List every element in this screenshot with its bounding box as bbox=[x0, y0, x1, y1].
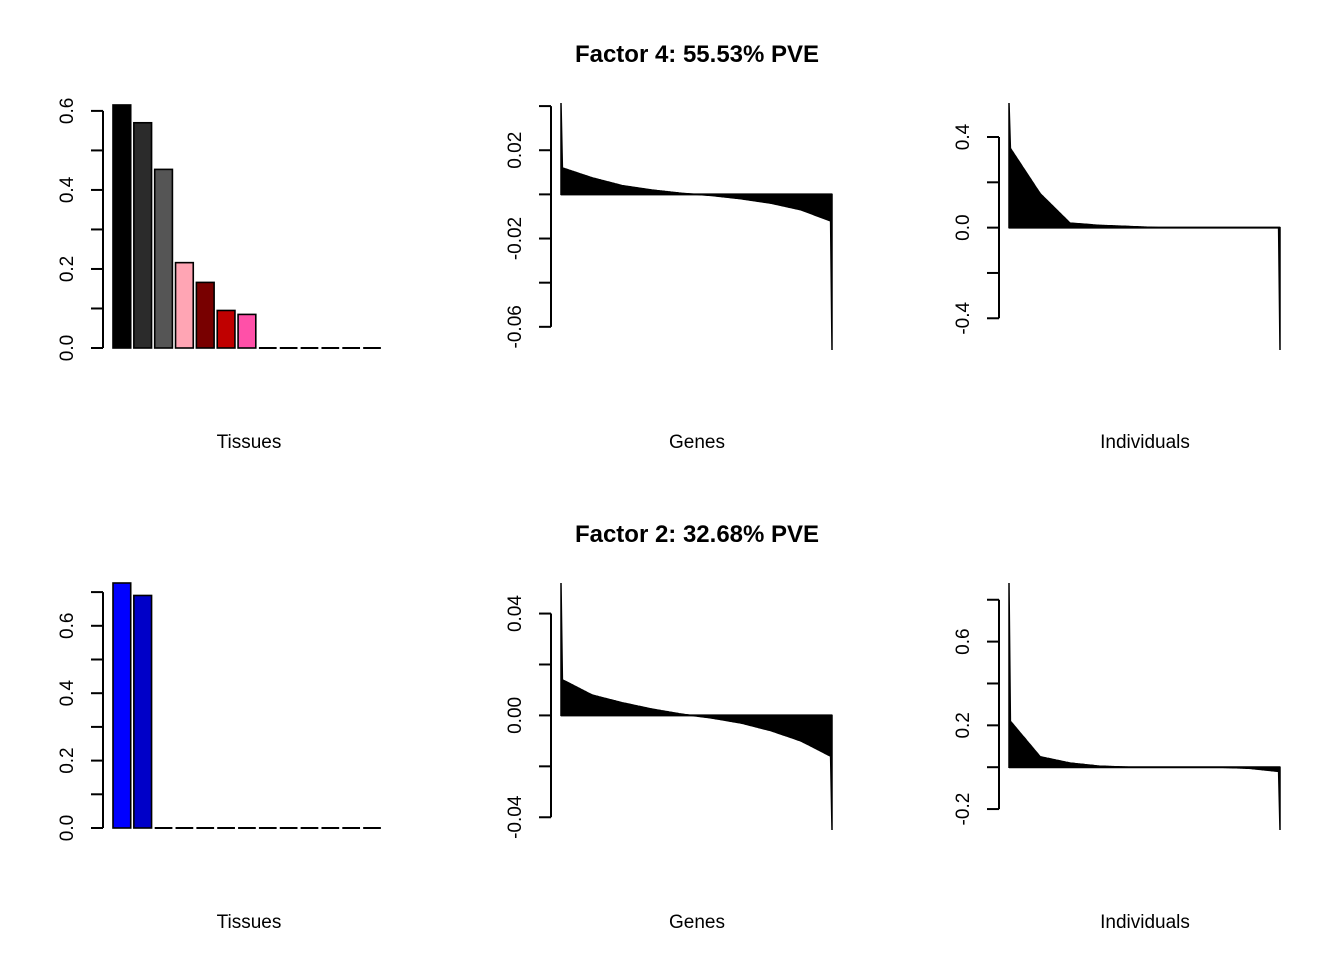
factor4-tissues-bar bbox=[237, 313, 257, 349]
factor4-tissues-y-tick-label: 0.4 bbox=[57, 176, 78, 203]
factor2-tissues-y-tick-label: 0.4 bbox=[57, 680, 78, 707]
factor4-individuals-y-tick-label: -0.4 bbox=[953, 301, 974, 334]
factor2-individuals-y-tick-label: 0.2 bbox=[953, 712, 974, 738]
factor4-title: Factor 4: 55.53% PVE bbox=[575, 41, 819, 68]
factor4-tissues-panel: 0.0 0.2 0.4 0.6 bbox=[57, 98, 381, 361]
factor4-tissues-bar bbox=[133, 121, 153, 349]
factor4-genes-loadings-area bbox=[560, 102, 833, 351]
factor4-genes-y-tick-label: -0.02 bbox=[505, 217, 526, 260]
factor2-tissues-xlabel: Tissues bbox=[217, 912, 282, 933]
factor4-tissues-y-tick-label: 0.2 bbox=[57, 256, 78, 282]
factor2-tissues-panel: 0.0 0.2 0.4 0.6 bbox=[57, 582, 381, 841]
factor2-genes-y-tick-label: -0.04 bbox=[505, 795, 526, 839]
factor2-individuals-panel: 0.6 0.2 -0.2 bbox=[953, 582, 1281, 831]
factor4-individuals-xlabel: Individuals bbox=[1100, 432, 1190, 453]
factor4-individuals-loadings-area bbox=[1008, 102, 1281, 351]
factor2-individuals-y-tick-label: -0.2 bbox=[953, 793, 974, 826]
factor4-genes-xlabel: Genes bbox=[669, 432, 725, 453]
factor4-tissues-xlabel: Tissues bbox=[217, 432, 282, 453]
factor2-genes-loadings-area bbox=[560, 582, 833, 831]
factor4-individuals-y-tick-label: 0.0 bbox=[953, 214, 974, 240]
factor4-individuals-panel: 0.4 0.0 -0.4 bbox=[953, 102, 1281, 351]
factor2-tissues-bar bbox=[112, 582, 132, 829]
factor2-genes-y-tick-label: 0.00 bbox=[505, 697, 526, 734]
factor4-tissues-bar bbox=[216, 309, 236, 349]
factor4-tissues-y-tick-label: 0.0 bbox=[57, 335, 78, 361]
factor2-individuals-y-tick-label: 0.6 bbox=[953, 628, 974, 654]
factor2-title: Factor 2: 32.68% PVE bbox=[575, 521, 819, 548]
factor2-tissues-y-tick-label: 0.0 bbox=[57, 815, 78, 841]
factor2-individuals-loadings-area bbox=[1008, 582, 1281, 831]
factor4-genes-panel: 0.02 -0.02 -0.06 bbox=[505, 102, 833, 351]
factor2-tissues-y-tick-label: 0.6 bbox=[57, 613, 78, 639]
factor4-tissues-bar bbox=[112, 104, 132, 349]
factor4-tissues-y-tick-label: 0.6 bbox=[57, 98, 78, 124]
factor4-genes-y-tick-label: 0.02 bbox=[505, 132, 526, 169]
factor4-tissues-bar bbox=[174, 261, 195, 349]
factor2-genes-y-tick-label: 0.04 bbox=[505, 595, 526, 632]
factor2-genes-panel: 0.04 0.00 -0.04 bbox=[505, 582, 833, 839]
factor2-tissues-y-tick-label: 0.2 bbox=[57, 747, 78, 773]
factor4-tissues-bar bbox=[153, 168, 174, 349]
factor4-individuals-y-tick-label: 0.4 bbox=[953, 123, 974, 150]
factor2-genes-xlabel: Genes bbox=[669, 912, 725, 933]
factor4-genes-y-tick-label: -0.06 bbox=[505, 305, 526, 348]
factor2-tissues-bar bbox=[133, 594, 153, 829]
factor4-tissues-bar bbox=[195, 281, 215, 349]
factor2-individuals-xlabel: Individuals bbox=[1100, 912, 1190, 933]
